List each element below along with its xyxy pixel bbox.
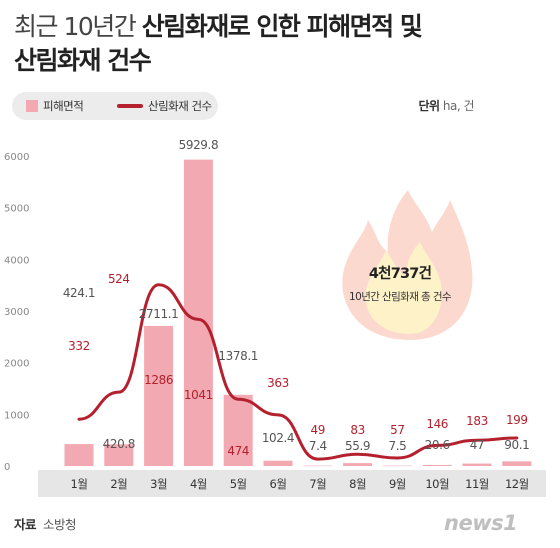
source-note: 자료 소방청	[14, 514, 76, 533]
logo-text: news1	[444, 511, 517, 535]
bar	[183, 159, 213, 466]
x-axis-band	[38, 470, 546, 497]
x-tick-label: 9월	[389, 477, 406, 491]
bar-value-label: 2711.1	[139, 307, 179, 321]
x-tick-label: 6월	[270, 477, 287, 491]
bar-value-label: 55.9	[345, 439, 370, 453]
flame-icon	[342, 190, 473, 340]
line-series	[77, 283, 519, 461]
bar-value-label: 102.4	[262, 431, 294, 445]
bar	[64, 444, 94, 466]
bar	[144, 325, 174, 466]
chart-title: 최근 10년간 산림화재로 인한 피해면적 및 산림화재 건수	[14, 10, 550, 78]
x-tick-label: 8월	[349, 477, 366, 491]
bar-value-labels: 424.1 420.8 2711.1 5929.8 1378.1 102.4 7.4 55.9…	[63, 138, 530, 453]
x-tick-label: 3월	[150, 477, 167, 491]
title-line-2: 산림화재 건수	[14, 46, 152, 75]
line-value-label: 57	[390, 423, 404, 437]
bar	[382, 465, 412, 467]
bar-value-label: 1378.1	[218, 349, 258, 363]
line-value-label: 146	[426, 417, 448, 431]
y-axis: 0 1000 2000 3000 4000 5000 6000	[4, 152, 29, 473]
bar-value-label: 5929.8	[179, 138, 219, 152]
unit-label-value: ha, 건	[442, 99, 475, 113]
bar-value-label: 420.8	[103, 437, 135, 451]
source-value: 소방청	[42, 517, 77, 532]
bar	[104, 444, 134, 466]
bar-value-label: 90.1	[504, 438, 529, 452]
unit-label-key: 단위	[418, 99, 440, 113]
x-tick-label: 11월	[465, 477, 489, 491]
y-tick-label: 6000	[4, 152, 29, 163]
line-value-label: 49	[311, 423, 325, 437]
source-key: 자료	[14, 517, 37, 532]
title-light-part: 최근 10년간	[14, 12, 142, 41]
x-tick-label: 10월	[425, 477, 449, 491]
x-tick-label: 7월	[309, 477, 326, 491]
callout-caption: 10년간 산림화재 총 건수	[349, 291, 452, 303]
line-value-label: 199	[506, 413, 528, 427]
bar	[343, 463, 373, 466]
callout-number: 4천737건	[369, 265, 432, 282]
x-tick-label: 1월	[71, 477, 88, 491]
unit-label: 단위 ha, 건	[418, 97, 474, 114]
line-value-label: 524	[108, 272, 130, 286]
line-value-labels: 332 524 1286 1041 474 363 49 83 57 146 183 199	[68, 272, 528, 458]
line-value-label: 183	[466, 414, 488, 428]
y-tick-label: 2000	[4, 359, 29, 370]
line-value-label: 332	[68, 339, 90, 353]
line-value-label: 1286	[144, 373, 173, 387]
legend-line-swatch	[117, 104, 143, 108]
bar-value-label: 7.4	[309, 439, 327, 453]
x-tick-label: 4월	[190, 477, 207, 491]
bar-value-label: 47	[470, 438, 484, 452]
title-bold-part: 산림화재로 인한 피해면적 및	[141, 12, 423, 41]
legend-bar-label: 피해면적	[43, 99, 84, 113]
bar-value-label: 424.1	[63, 286, 95, 300]
bar	[422, 464, 452, 466]
bar-series	[64, 159, 532, 467]
y-tick-label: 4000	[4, 255, 29, 266]
y-tick-label: 5000	[4, 204, 29, 215]
bar-value-label: 7.5	[388, 439, 406, 453]
y-tick-label: 0	[4, 462, 10, 473]
bar	[462, 463, 492, 466]
line-value-label: 83	[350, 423, 364, 437]
x-tick-label: 5월	[230, 477, 247, 491]
y-tick-label: 1000	[4, 410, 29, 421]
bar	[223, 394, 253, 466]
legend-bar-swatch	[26, 100, 38, 112]
x-axis: 1월 2월 3월 4월 5월 6월 7월 8월 9월 10월 11월 12월	[71, 477, 530, 491]
line-value-label: 1041	[184, 388, 213, 402]
x-tick-label: 12월	[505, 477, 529, 491]
legend-line-label: 산림화재 건수	[148, 99, 212, 113]
y-tick-label: 3000	[4, 307, 29, 318]
line-value-label: 363	[267, 376, 289, 390]
bar	[263, 460, 293, 466]
title-line-1: 최근 10년간 산림화재로 인한 피해면적 및	[14, 10, 550, 44]
bar	[303, 465, 333, 467]
bar	[502, 461, 532, 466]
legend: 피해면적 산림화재 건수	[12, 92, 218, 120]
x-tick-label: 2월	[110, 477, 127, 491]
news1-logo: news1	[444, 511, 518, 535]
bar-value-label: 20.6	[425, 438, 450, 452]
line-value-label: 474	[227, 444, 249, 458]
